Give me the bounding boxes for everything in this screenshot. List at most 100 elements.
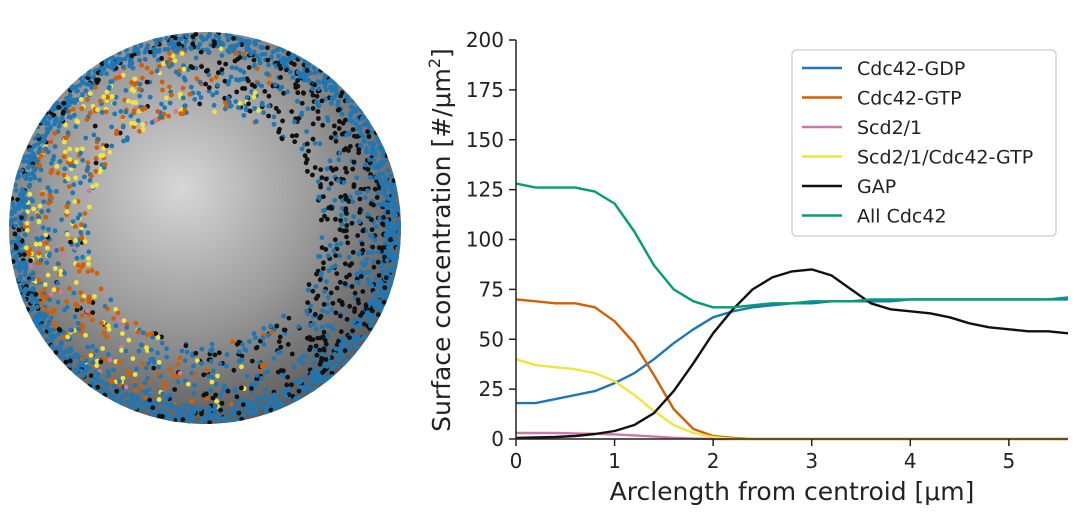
molecule-dot <box>385 168 391 173</box>
molecule-dot <box>73 280 79 285</box>
molecule-dot <box>148 347 154 353</box>
molecule-dot <box>318 167 324 173</box>
molecule-dot <box>316 103 322 109</box>
molecule-dot <box>54 247 59 253</box>
molecule-dot <box>389 265 394 271</box>
molecule-dot <box>117 359 122 365</box>
molecule-dot <box>391 226 397 232</box>
molecule-dot <box>367 141 373 146</box>
molecule-dot <box>350 249 356 255</box>
legend: Cdc42-GDP Cdc42-GTP Scd2/1 Scd2/1/Cdc42-GTP… <box>791 49 1057 237</box>
molecule-dot <box>128 113 134 119</box>
molecule-dot <box>121 138 126 144</box>
molecule-dot <box>79 297 85 303</box>
molecule-dot <box>85 344 91 350</box>
molecule-dot <box>14 175 20 181</box>
molecule-dot <box>67 286 72 291</box>
molecule-dot <box>111 383 117 389</box>
molecule-dot <box>85 160 91 166</box>
molecule-dot <box>272 408 278 414</box>
molecule-dot <box>320 266 326 271</box>
molecule-dot <box>334 285 340 291</box>
molecule-dot <box>380 153 385 158</box>
molecule-dot <box>67 363 73 368</box>
molecule-dot <box>368 233 373 239</box>
molecule-dot <box>129 87 135 93</box>
molecule-dot <box>57 120 63 125</box>
molecule-dot <box>366 134 372 139</box>
molecule-dot <box>44 337 50 343</box>
molecule-dot <box>262 89 268 94</box>
molecule-dot <box>9 239 15 245</box>
molecule-dot <box>219 53 225 58</box>
molecule-dot <box>191 409 197 415</box>
molecule-dot <box>117 378 123 384</box>
molecule-dot <box>45 272 51 278</box>
molecule-dot <box>83 368 89 374</box>
molecule-dot <box>266 80 272 86</box>
molecule-dot <box>316 194 322 200</box>
molecule-dot <box>305 300 311 305</box>
molecule-dot <box>206 410 212 415</box>
molecule-dot <box>18 192 23 197</box>
molecule-dot <box>213 403 218 409</box>
molecule-dot <box>99 59 104 65</box>
molecule-dot <box>225 95 231 101</box>
molecule-dot <box>319 245 325 251</box>
molecule-dot <box>278 75 283 80</box>
molecule-dot <box>328 204 334 210</box>
molecule-dot <box>228 74 234 80</box>
molecule-dot <box>212 408 217 413</box>
molecule-dot <box>75 320 81 326</box>
molecule-dot <box>261 341 267 347</box>
molecule-dot <box>390 251 396 257</box>
molecule-dot <box>147 397 153 403</box>
molecule-dot <box>397 206 401 212</box>
molecule-dot <box>224 103 229 109</box>
molecule-dot <box>226 49 232 55</box>
molecule-dot <box>313 343 319 349</box>
molecule-dot <box>204 47 210 53</box>
molecule-dot <box>223 61 229 67</box>
molecule-dot <box>364 256 370 262</box>
molecule-dot <box>291 364 297 370</box>
molecule-dot <box>194 76 200 82</box>
molecule-dot <box>145 388 151 394</box>
y-axis-label-sup: 2 <box>425 58 444 68</box>
molecule-dot <box>251 57 257 63</box>
legend-label: Scd2/1/Cdc42-GTP <box>857 147 1033 169</box>
molecule-dot <box>286 315 292 321</box>
molecule-dot <box>329 100 334 106</box>
molecule-dot <box>16 227 22 233</box>
molecule-dot <box>36 149 41 155</box>
molecule-dot <box>173 404 178 410</box>
molecule-dot <box>40 225 46 231</box>
molecule-dot <box>319 217 324 223</box>
molecule-dot <box>378 280 384 285</box>
molecule-dot <box>193 350 199 356</box>
molecule-dot <box>66 114 72 120</box>
molecule-dot <box>236 349 242 355</box>
molecule-dot <box>372 237 378 243</box>
molecule-dot <box>153 118 159 123</box>
molecule-dot <box>177 91 183 97</box>
x-tick-label: 1 <box>608 449 621 473</box>
molecule-dot <box>54 164 60 169</box>
molecule-dot <box>64 203 70 209</box>
molecule-dot <box>394 263 400 268</box>
molecule-dot <box>48 292 54 297</box>
molecule-dot <box>106 84 112 90</box>
molecule-dot <box>140 361 146 367</box>
molecule-dot <box>360 289 366 294</box>
molecule-dot <box>182 47 188 52</box>
molecule-dot <box>338 194 344 200</box>
molecule-dot <box>93 156 99 161</box>
molecule-dot <box>89 173 94 179</box>
molecule-dot <box>94 145 100 151</box>
molecule-dot <box>104 143 109 149</box>
molecule-dot <box>365 119 371 124</box>
molecule-dot <box>145 401 151 407</box>
molecule-dot <box>259 402 265 408</box>
molecule-dot <box>234 65 239 71</box>
molecule-dot <box>274 47 280 53</box>
